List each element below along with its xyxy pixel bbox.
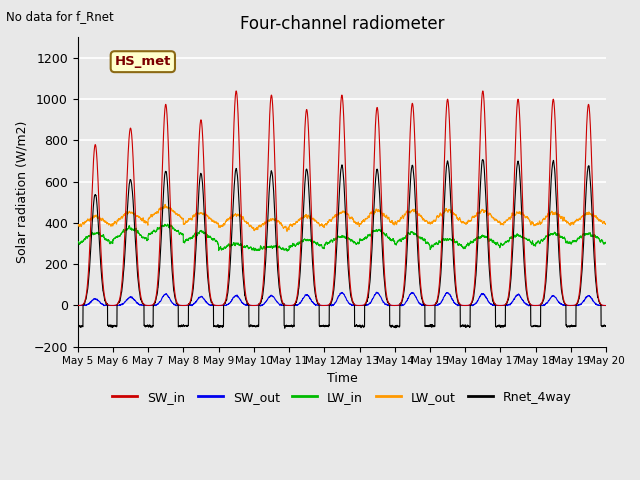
Legend: SW_in, SW_out, LW_in, LW_out, Rnet_4way: SW_in, SW_out, LW_in, LW_out, Rnet_4way [107,385,577,408]
Title: Four-channel radiometer: Four-channel radiometer [239,15,444,33]
Y-axis label: Solar radiation (W/m2): Solar radiation (W/m2) [15,121,28,263]
Text: No data for f_Rnet: No data for f_Rnet [6,10,114,23]
X-axis label: Time: Time [326,372,357,385]
Text: HS_met: HS_met [115,55,171,68]
